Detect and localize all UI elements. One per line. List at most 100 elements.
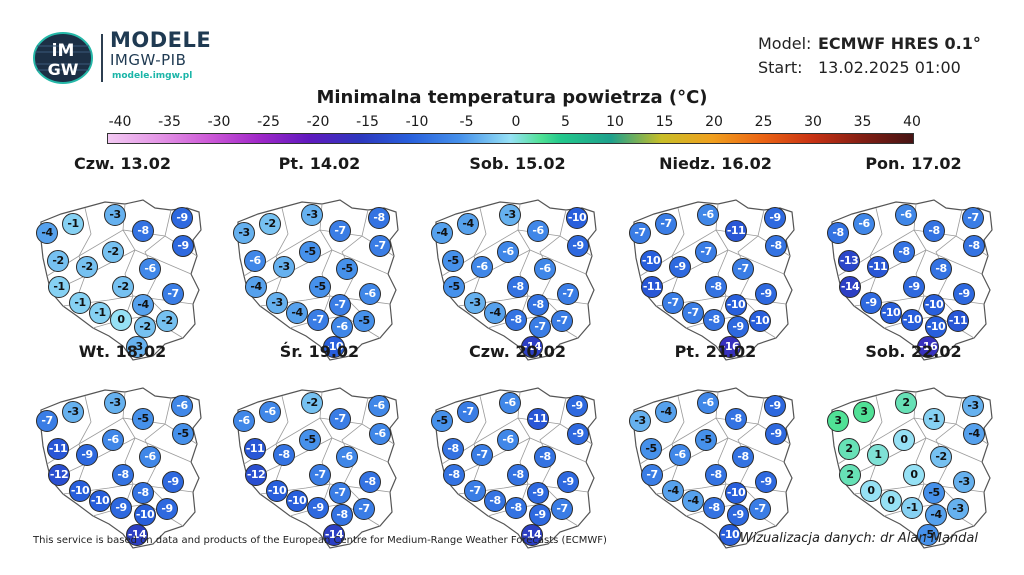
station-value: -9 [727, 316, 749, 338]
station-value: -11 [947, 310, 969, 332]
station-value: -5 [923, 482, 945, 504]
station-value: -6 [139, 446, 161, 468]
station-value: -4 [925, 504, 947, 526]
station-value: 0 [893, 429, 915, 451]
station-value: 0 [110, 309, 132, 331]
station-value: -10 [925, 316, 947, 338]
station-value: -1 [48, 276, 70, 298]
station-value: -6 [259, 401, 281, 423]
province-border [122, 391, 136, 507]
station-value: -14 [521, 336, 543, 358]
station-value: -8 [703, 309, 725, 331]
map-panel: Śr. 19.02 -6 -6 -2 -7 -6 -11 -8 -5 -6 -6 -12 -7 -8 -10… [222, 342, 417, 549]
station-value: -4 [245, 276, 267, 298]
station-value: -7 [307, 309, 329, 331]
station-value: -7 [471, 444, 493, 466]
map-panel: Sob. 22.02 3 3 2 -1 -3 2 1 0 -4 -2 2 0 -3 0 -5 0 -1 -4 -3 -5 [816, 342, 1011, 549]
station-value: 3 [827, 410, 849, 432]
station-value: -7 [329, 482, 351, 504]
station-value: -7 [457, 401, 479, 423]
station-value: -10 [266, 480, 288, 502]
station-value: -8 [273, 444, 295, 466]
panel-date-title: Pt. 14.02 [278, 154, 361, 173]
page-title: Minimalna temperatura powietrza (°C) [316, 87, 708, 108]
station-value: 2 [895, 392, 917, 414]
station-value: -5 [172, 423, 194, 445]
station-value: -8 [923, 220, 945, 242]
station-value: -5 [640, 438, 662, 460]
station-value: -8 [703, 497, 725, 519]
station-value: -3 [62, 401, 84, 423]
map-panel: Niedz. 16.02 -7 -7 -6 -11 -9 -10 -9 -7 -8 -7 -11 -8-… [618, 154, 813, 361]
panel-date-title: Pon. 17.02 [865, 154, 962, 173]
colorbar-tick-label: -5 [459, 114, 474, 130]
station-value: -9 [953, 283, 975, 305]
station-value: -14 [323, 524, 345, 546]
station-value: 0 [903, 464, 925, 486]
station-value: -8 [930, 258, 952, 280]
station-value: -2 [930, 446, 952, 468]
station-value: -8 [443, 464, 465, 486]
station-value: -9 [860, 292, 882, 314]
panel-date-title: Sob. 15.02 [469, 154, 566, 173]
logo-separator [101, 34, 103, 82]
start-info: Start: 13.02.2025 01:00 [758, 58, 961, 77]
station-value: -6 [527, 220, 549, 242]
station-value: -6 [359, 283, 381, 305]
map-panel: Pt. 21.02 -3 -4 -6 -8 -9 -5 -6 -5 -9 -8 -7 -8 -9 -4 -10… [618, 342, 813, 549]
colorbar-tick-label: 20 [705, 114, 723, 130]
station-value: -11 [244, 438, 266, 460]
station-value: -8 [963, 235, 985, 257]
station-value: -8 [507, 464, 529, 486]
station-value: 0 [860, 480, 882, 502]
station-value: -10 [901, 309, 923, 331]
ecmwf-attribution: This service is based on data and produc… [33, 535, 607, 546]
station-value: -9 [567, 235, 589, 257]
station-value: -8 [442, 438, 464, 460]
map-panel: Pt. 14.02 -3 -2 -3 -7 -8 -6 -3 -5 -7 -5 -4 -5 -6 -3 -7-… [222, 154, 417, 361]
brand-url[interactable]: modele.imgw.pl [112, 71, 193, 81]
colorbar-tick-label: -10 [405, 114, 429, 130]
map-panel: Czw. 20.02 -5 -7 -6 -11 -9 -8 -7 -6 -9 -8 -8 -8 -9 -7-… [420, 342, 615, 549]
station-value: -9 [557, 471, 579, 493]
station-value: -6 [102, 429, 124, 451]
station-value: -4 [662, 480, 684, 502]
station-value: -7 [629, 222, 651, 244]
station-value: -9 [156, 498, 178, 520]
station-value: -8 [132, 220, 154, 242]
station-value: -7 [329, 408, 351, 430]
station-value: -6 [499, 392, 521, 414]
panel-date-title: Niedz. 16.02 [659, 154, 772, 173]
colorbar-tick-label: 30 [804, 114, 822, 130]
station-value: -7 [641, 464, 663, 486]
station-value: -10 [566, 207, 588, 229]
station-value: -6 [697, 392, 719, 414]
colorbar-tick-label: 0 [511, 114, 521, 130]
province-border [122, 203, 136, 319]
station-value: -12 [48, 464, 70, 486]
station-value: -4 [132, 294, 154, 316]
station-value: -4 [286, 302, 308, 324]
station-value: -8 [534, 446, 556, 468]
colorbar-tick-label: 35 [853, 114, 872, 130]
province-border [715, 203, 729, 319]
station-value: 1 [867, 444, 889, 466]
station-value: -3 [273, 256, 295, 278]
station-value: -6 [669, 444, 691, 466]
station-value: -7 [353, 498, 375, 520]
station-value: -8 [893, 241, 915, 263]
station-value: -6 [139, 258, 161, 280]
station-value: -6 [233, 410, 255, 432]
station-value: -5 [299, 241, 321, 263]
station-value: -10 [134, 504, 156, 526]
station-value: -9 [765, 423, 787, 445]
station-value: -5 [336, 258, 358, 280]
station-value: -3 [104, 392, 126, 414]
station-value: -7 [162, 283, 184, 305]
station-value: -9 [527, 482, 549, 504]
station-value: -4 [36, 222, 58, 244]
station-value: -5 [442, 250, 464, 272]
station-value: -3 [104, 204, 126, 226]
station-value: -7 [369, 235, 391, 257]
logo-text-top: iM [52, 41, 75, 61]
